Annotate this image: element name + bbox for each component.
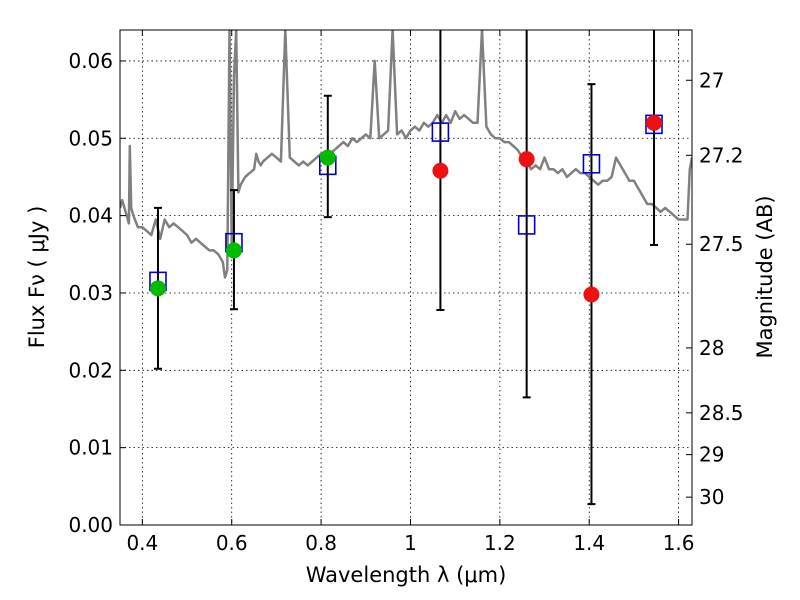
right-tick-label: 27.5	[699, 232, 744, 256]
green-data-point	[225, 242, 242, 259]
right-tick-labels: 27 27.2 27.5 28 28.5 29 30	[699, 68, 744, 509]
x-tick-labels: 0.4 0.6 0.8 1 1.2 1.4 1.6	[126, 531, 694, 555]
x-tick-label: 1.4	[573, 531, 605, 555]
right-tick-label: 27.2	[699, 143, 744, 167]
y-tick-label: 0.01	[68, 436, 113, 460]
y-tick-label: 0.06	[68, 49, 113, 73]
right-tick-label: 28	[699, 336, 724, 360]
red-data-point	[646, 114, 663, 131]
plot-frame	[119, 29, 693, 526]
right-tick-label: 28.5	[699, 401, 744, 425]
y-tick-label: 0.03	[68, 281, 113, 305]
right-tick-label: 30	[699, 485, 724, 509]
x-tick-label: 0.4	[126, 531, 158, 555]
x-tick-label: 1.2	[484, 531, 516, 555]
x-tick-label: 0.6	[216, 531, 248, 555]
y-tick-label: 0.04	[68, 204, 113, 228]
right-tick-label: 29	[699, 443, 724, 467]
sed-line	[120, 30, 692, 279]
x-tick-label: 0.8	[305, 531, 337, 555]
model-box-point	[517, 215, 536, 235]
y-tick-labels: 0.00 0.01 0.02 0.03 0.04 0.05 0.06	[68, 49, 113, 537]
x-tick-label: 1.6	[663, 531, 695, 555]
tick-marks	[120, 30, 692, 526]
y-axis-label-right: Magnitude (AB)	[753, 195, 777, 358]
red-data-point	[518, 151, 535, 168]
y-tick-label: 0.05	[68, 126, 113, 150]
markers	[149, 114, 663, 303]
x-axis-label: Wavelength λ (μm)	[306, 563, 507, 587]
y-axis-label-left: Flux Fν ( μJy )	[25, 206, 49, 349]
model-box-point	[431, 122, 450, 142]
y-tick-label: 0.00	[68, 513, 113, 537]
model-box-point	[582, 154, 601, 174]
grid	[120, 30, 692, 526]
red-data-point	[432, 162, 449, 179]
green-data-point	[149, 280, 166, 297]
right-tick-label: 27	[699, 68, 724, 92]
y-tick-label: 0.02	[68, 358, 113, 382]
x-tick-label: 1	[404, 531, 417, 555]
green-data-point	[319, 149, 336, 166]
red-data-point	[583, 286, 600, 303]
